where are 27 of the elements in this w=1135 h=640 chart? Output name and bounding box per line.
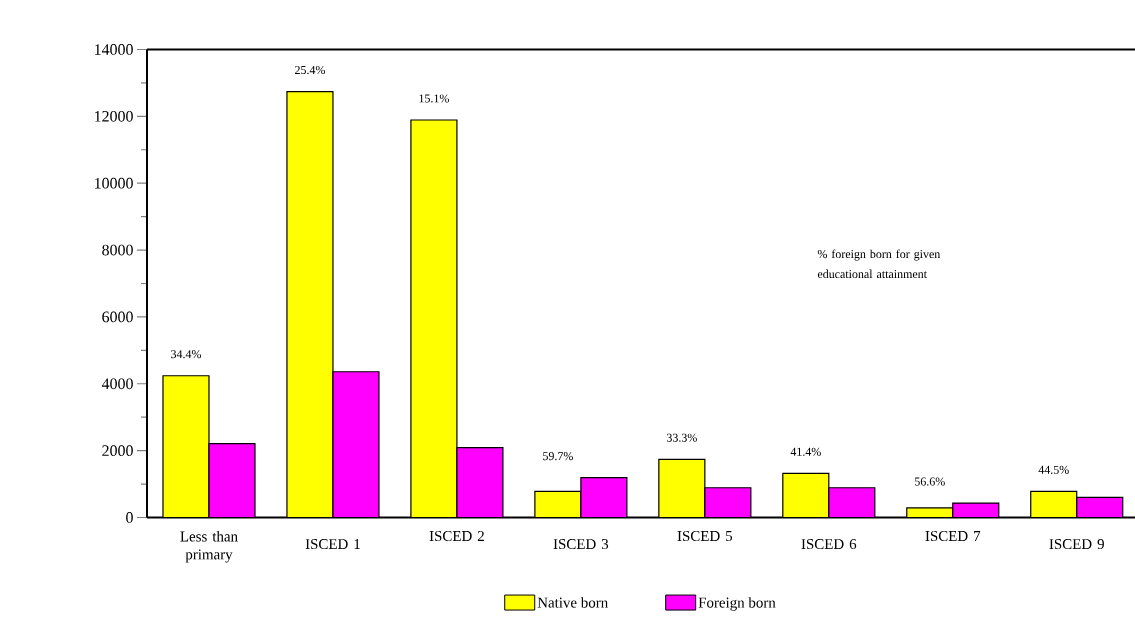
- x-tick-label: ISCED 9: [1049, 539, 1104, 550]
- y-tick-label: 10000: [95, 177, 133, 189]
- annotation: 56.6%: [915, 477, 945, 486]
- annotation: 33.3%: [666, 433, 697, 442]
- y-tick-label: 0: [126, 512, 133, 523]
- y-tick-label: 6000: [102, 311, 133, 323]
- x-tick-label: Less than primary: [180, 531, 238, 563]
- x-tick-label: ISCED 6: [801, 539, 857, 550]
- x-tick-label: ISCED 1: [305, 539, 360, 550]
- y-tick-label: 14000: [95, 44, 133, 55]
- x-tick-label: ISCED 5: [677, 531, 733, 542]
- annotation: 59.7%: [543, 452, 573, 461]
- annotation: 41.4%: [790, 447, 821, 456]
- x-tick-label: ISCED 7: [925, 531, 981, 542]
- annotation: 34.4%: [171, 350, 202, 359]
- y-tick-label: 8000: [102, 244, 133, 256]
- annotation: % foreign born for given educational attainment: [817, 249, 941, 279]
- legend-label: Native born: [537, 597, 608, 608]
- y-tick-label: 12000: [95, 110, 133, 122]
- y-tick-label: 2000: [102, 445, 133, 457]
- y-tick-label: 4000: [101, 378, 133, 390]
- annotation: 15.1%: [419, 94, 449, 103]
- x-tick-label: ISCED 3: [553, 539, 609, 550]
- legend-label: Foreign born: [698, 597, 776, 611]
- annotation: 25.4%: [295, 65, 325, 75]
- x-tick-label: ISCED 2: [429, 531, 484, 542]
- annotation: 44.5%: [1038, 465, 1069, 474]
